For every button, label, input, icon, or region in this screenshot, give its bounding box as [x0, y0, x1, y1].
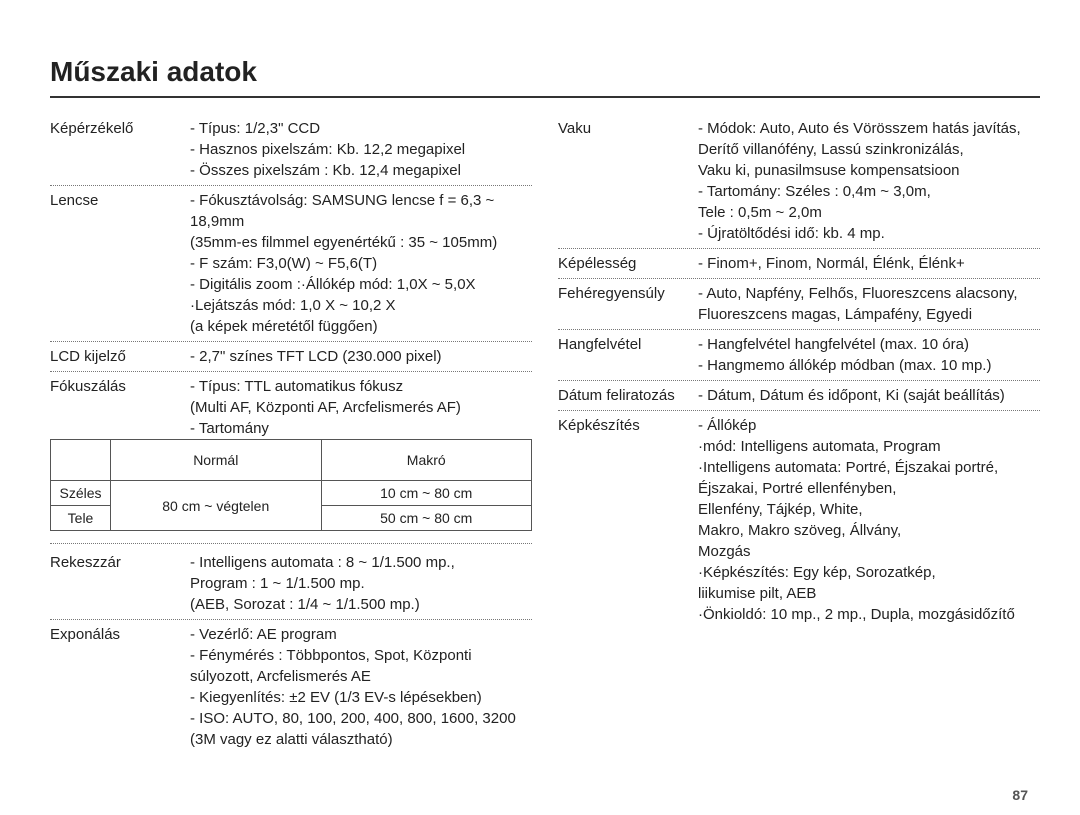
spec-row: Képélesség - Finom+, Finom, Normál, Élén…: [558, 249, 1040, 279]
spec-row: Dátum feliratozás - Dátum, Dátum és időp…: [558, 381, 1040, 411]
page-number: 87: [1012, 787, 1028, 803]
left-column: Képérzékelő - Típus: 1/2,3" CCD - Haszno…: [50, 114, 532, 754]
spec-label: Képkészítés: [558, 415, 698, 625]
spec-value: - Finom+, Finom, Normál, Élénk, Élénk+: [698, 253, 1040, 274]
spec-label: Képélesség: [558, 253, 698, 274]
spec-row: Lencse - Fókusztávolság: SAMSUNG lencse …: [50, 186, 532, 342]
spec-label: Képérzékelő: [50, 118, 190, 181]
spec-value: - Intelligens automata : 8 ~ 1/1.500 mp.…: [190, 552, 532, 615]
spec-label: Rekeszzár: [50, 552, 190, 615]
spec-row: Hangfelvétel - Hangfelvétel hangfelvétel…: [558, 330, 1040, 381]
spec-row: Képkészítés - Állókép ·mód: Intelligens …: [558, 411, 1040, 629]
spec-value: - 2,7" színes TFT LCD (230.000 pixel): [190, 346, 532, 367]
spec-row: Fókuszálás - Típus: TTL automatikus fóku…: [50, 372, 532, 439]
spec-label: Dátum feliratozás: [558, 385, 698, 406]
spec-row: Rekeszzár - Intelligens automata : 8 ~ 1…: [50, 548, 532, 620]
table-header: Normál: [111, 440, 322, 481]
spec-label: Fehéregyensúly: [558, 283, 698, 325]
table-row-header: Széles: [51, 481, 111, 506]
table-row-header: Tele: [51, 506, 111, 531]
spec-label: Hangfelvétel: [558, 334, 698, 376]
spec-row: Vaku - Módok: Auto, Auto és Vörösszem ha…: [558, 114, 1040, 249]
spec-value: - Hangfelvétel hangfelvétel (max. 10 óra…: [698, 334, 1040, 376]
spec-label: Exponálás: [50, 624, 190, 750]
spec-value: - Típus: 1/2,3" CCD - Hasznos pixelszám:…: [190, 118, 532, 181]
spec-value: - Állókép ·mód: Intelligens automata, Pr…: [698, 415, 1040, 625]
focus-range-table: Normál Makró Széles 80 cm ~ végtelen 10 …: [50, 439, 532, 531]
spec-value: - Módok: Auto, Auto és Vörösszem hatás j…: [698, 118, 1040, 244]
table-header: Makró: [321, 440, 532, 481]
table-diag-cell: [51, 440, 111, 481]
columns: Képérzékelő - Típus: 1/2,3" CCD - Haszno…: [50, 114, 1040, 754]
spec-value: - Típus: TTL automatikus fókusz (Multi A…: [190, 376, 532, 439]
right-column: Vaku - Módok: Auto, Auto és Vörösszem ha…: [558, 114, 1040, 754]
page-title: Műszaki adatok: [50, 56, 1040, 88]
spec-label: LCD kijelző: [50, 346, 190, 367]
spec-label: Fókuszálás: [50, 376, 190, 439]
title-rule: [50, 96, 1040, 98]
table-cell: 80 cm ~ végtelen: [111, 481, 322, 531]
spec-row: Exponálás - Vezérlő: AE program - Fénymé…: [50, 620, 532, 754]
spec-row: Képérzékelő - Típus: 1/2,3" CCD - Haszno…: [50, 114, 532, 186]
spec-value: - Dátum, Dátum és időpont, Ki (saját beá…: [698, 385, 1040, 406]
spec-label: Lencse: [50, 190, 190, 337]
spec-row: LCD kijelző - 2,7" színes TFT LCD (230.0…: [50, 342, 532, 372]
spec-value: - Vezérlő: AE program - Fénymérés : Több…: [190, 624, 532, 750]
table-cell: 50 cm ~ 80 cm: [321, 506, 532, 531]
table-cell: 10 cm ~ 80 cm: [321, 481, 532, 506]
spec-value: - Fókusztávolság: SAMSUNG lencse f = 6,3…: [190, 190, 532, 337]
page: Műszaki adatok Képérzékelő - Típus: 1/2,…: [0, 0, 1080, 815]
spec-row: Fehéregyensúly - Auto, Napfény, Felhős, …: [558, 279, 1040, 330]
spec-label: Vaku: [558, 118, 698, 244]
focus-table-container: Normál Makró Széles 80 cm ~ végtelen 10 …: [50, 439, 532, 544]
spec-value: - Auto, Napfény, Felhős, Fluoreszcens al…: [698, 283, 1040, 325]
